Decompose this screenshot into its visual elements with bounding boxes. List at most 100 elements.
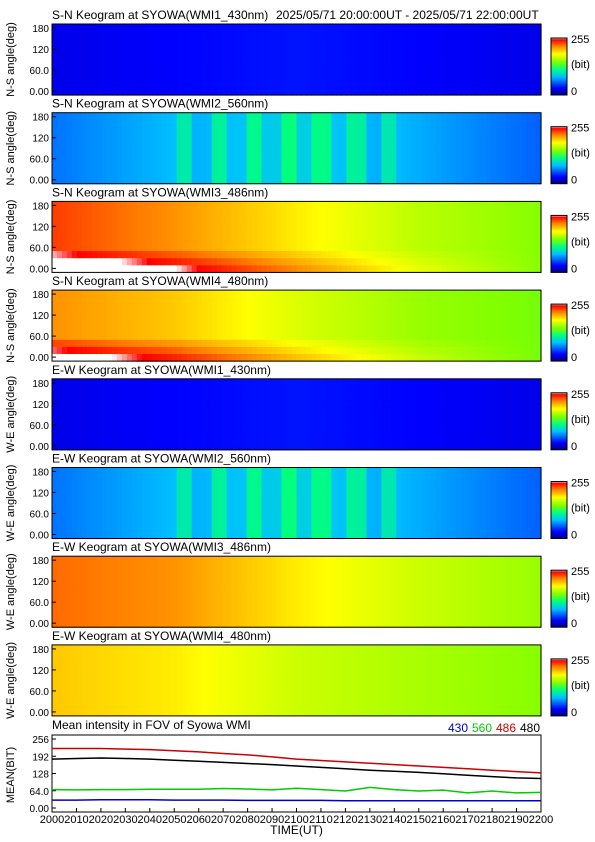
heatmap-cell: [466, 421, 472, 430]
heatmap-cell: [336, 332, 343, 341]
heatmap-cell: [451, 251, 457, 259]
heatmap-cell: [81, 311, 88, 320]
heatmap-cell: [256, 66, 263, 75]
heatmap-cell: [441, 290, 447, 298]
heatmap-cell: [451, 73, 457, 82]
heatmap-cell: [271, 119, 278, 128]
heatmap-cell: [441, 244, 447, 252]
heatmap-cell: [191, 155, 198, 163]
heatmap-cell: [376, 222, 382, 231]
heatmap-cell: [336, 339, 343, 348]
heatmap-cell: [396, 435, 402, 444]
heatmap-cell: [56, 488, 63, 497]
heatmap-cell: [406, 162, 412, 171]
heatmap-cell: [116, 66, 123, 75]
heatmap-cell: [221, 52, 228, 61]
heatmap-cell: [361, 201, 367, 210]
heatmap-cell: [171, 290, 178, 298]
heatmap-cell: [301, 318, 308, 327]
heatmap-cell: [221, 201, 228, 210]
heatmap-cell: [101, 201, 108, 210]
heatmap-cell: [91, 59, 98, 68]
heatmap-cell: [476, 126, 482, 135]
heatmap-cell: [386, 346, 392, 355]
heatmap-cell: [506, 31, 512, 39]
heatmap-cell: [296, 442, 303, 451]
heatmap-cell: [271, 148, 278, 156]
heatmap-cell: [471, 59, 477, 68]
heatmap-cell: [196, 304, 203, 312]
heatmap-cell: [196, 73, 203, 82]
heatmap-cell: [371, 393, 377, 401]
heatmap-cell: [161, 87, 168, 96]
heatmap-cell: [346, 52, 352, 61]
heatmap-cell: [76, 176, 83, 185]
heatmap-cell: [256, 176, 263, 185]
heatmap-cell: [121, 290, 128, 298]
heatmap-cell: [476, 428, 482, 437]
heatmap-cell: [191, 126, 198, 135]
heatmap-cell: [156, 318, 163, 327]
heatmap-cell: [96, 119, 103, 128]
heatmap-cell: [52, 31, 58, 39]
heatmap-cell: [401, 258, 407, 266]
heatmap-cell: [341, 421, 347, 430]
heatmap-cell: [396, 393, 402, 401]
heatmap-cell: [496, 73, 502, 82]
heatmap-cell: [531, 222, 537, 231]
heatmap-cell: [426, 169, 432, 178]
heatmap-cell: [431, 155, 437, 163]
heatmap-cell: [506, 201, 512, 210]
heatmap-cell: [201, 155, 208, 163]
heatmap-cell: [166, 176, 173, 185]
heatmap-cell: [246, 222, 253, 231]
heatmap-cell: [356, 442, 362, 451]
heatmap-cell: [246, 80, 253, 89]
heatmap-cell: [326, 141, 333, 149]
heatmap-cell: [466, 208, 472, 217]
heatmap-cell: [441, 332, 447, 341]
heatmap-cell: [326, 162, 333, 171]
heatmap-cell: [481, 112, 487, 121]
heatmap-cell: [466, 318, 472, 327]
heatmap-cell: [111, 66, 118, 75]
heatmap-cell: [306, 385, 313, 394]
heatmap-cell: [251, 244, 258, 252]
heatmap-cell: [231, 148, 238, 156]
heatmap-cell: [461, 155, 467, 163]
heatmap-cell: [281, 126, 288, 135]
heatmap-cell: [321, 52, 328, 61]
heatmap-cell: [416, 112, 422, 121]
heatmap-cell: [96, 442, 103, 451]
heatmap-cell: [396, 112, 402, 121]
heatmap-cell: [251, 290, 258, 298]
heatmap-cell: [161, 52, 168, 61]
heatmap-cell: [66, 339, 73, 348]
heatmap-cell: [486, 24, 492, 32]
heatmap-cell: [311, 31, 318, 39]
heatmap-cell: [136, 73, 143, 82]
heatmap-cell: [261, 251, 268, 259]
heatmap-cell: [106, 332, 113, 341]
heatmap-cell: [526, 325, 532, 334]
heatmap-cell: [521, 332, 527, 341]
heatmap-cell: [151, 222, 158, 231]
heatmap-cell: [56, 393, 63, 401]
heatmap-cell: [136, 112, 143, 121]
heatmap-cell: [66, 414, 73, 422]
heatmap-cell: [536, 119, 542, 128]
heatmap-cell: [311, 332, 318, 341]
heatmap-cell: [116, 428, 123, 437]
heatmap-cell: [491, 215, 497, 224]
heatmap-cell: [256, 169, 263, 178]
heatmap-cell: [106, 59, 113, 68]
heatmap-cell: [501, 393, 507, 401]
heatmap-cell: [501, 87, 507, 96]
heatmap-cell: [201, 325, 208, 334]
heatmap-cell: [436, 169, 442, 178]
heatmap-cell: [346, 169, 352, 178]
heatmap-cell: [86, 265, 93, 273]
heatmap-cell: [166, 169, 173, 178]
heatmap-cell: [91, 66, 98, 75]
heatmap-cell: [191, 87, 198, 96]
